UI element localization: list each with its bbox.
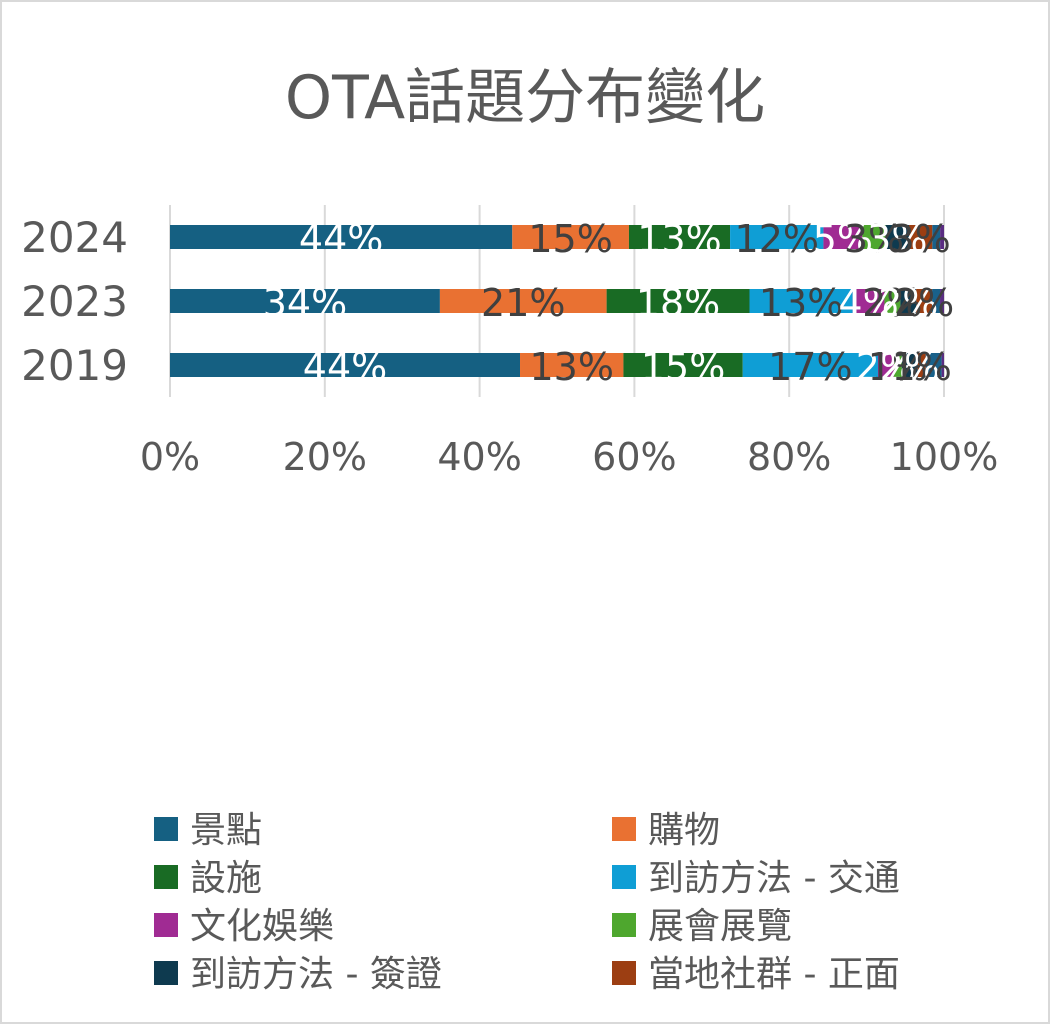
- data-label: 44%: [303, 345, 387, 389]
- bar-segment: [170, 353, 521, 377]
- legend-label: 設施: [190, 858, 262, 899]
- bar-segment: [742, 353, 878, 377]
- data-label: 3%: [867, 217, 927, 261]
- bar-segment: [439, 289, 607, 313]
- x-tick-label: 40%: [437, 435, 521, 479]
- data-label: 5%: [813, 217, 873, 261]
- bar-segment: [885, 225, 909, 249]
- bar-segment: [884, 289, 901, 313]
- legend-label: 文化娛樂: [190, 906, 334, 947]
- legend-swatch: [612, 865, 636, 889]
- legend-label: 展會展覽: [648, 906, 792, 947]
- data-label: 3%: [844, 217, 904, 261]
- bar-segment: [628, 225, 731, 249]
- bar-segment: [901, 353, 918, 377]
- bar-segment: [749, 289, 853, 313]
- category-labels: 2024 2023 2019: [21, 213, 128, 390]
- bar-segment: [916, 289, 933, 313]
- legend-label: 到訪方法 - 簽證: [190, 954, 442, 995]
- bar-segment: [852, 289, 885, 313]
- data-label: 2%: [862, 281, 922, 325]
- legend-swatch: [154, 961, 178, 985]
- data-labels: 44% 15% 13% 12%5%3%3%3%34% 21% 18% 13%4%2%2%2%…: [263, 217, 955, 389]
- legend-swatch: [154, 913, 178, 937]
- legend-swatch: [154, 817, 178, 841]
- data-label: 2%: [878, 281, 938, 325]
- x-tick-label: 20%: [283, 435, 367, 479]
- data-label: 13%: [529, 345, 613, 389]
- bar-segment: [823, 225, 863, 249]
- bars: [170, 225, 944, 377]
- bar-segment: [862, 225, 886, 249]
- bar-segment: [170, 225, 513, 249]
- data-label: 18%: [636, 281, 720, 325]
- bar-segment: [941, 353, 944, 377]
- data-label: 2%: [856, 345, 916, 389]
- bar-segment: [940, 289, 944, 313]
- legend-swatch: [154, 865, 178, 889]
- data-label: 2%: [894, 281, 954, 325]
- bar-segment: [170, 289, 440, 313]
- data-label: 17%: [768, 345, 852, 389]
- bar-segment: [925, 353, 942, 377]
- data-label: 1%: [868, 345, 928, 389]
- legend-swatch: [612, 961, 636, 985]
- x-axis-ticks: 0% 20% 40% 60% 80% 100%: [140, 435, 998, 479]
- data-label: 4%: [838, 281, 898, 325]
- data-label: 34%: [263, 281, 347, 325]
- bar-segment: [940, 225, 944, 249]
- chart-title: OTA話題分布變化: [285, 63, 765, 133]
- data-label: 2%: [880, 345, 940, 389]
- legend-label: 購物: [648, 810, 720, 851]
- category-label: 2023: [21, 277, 128, 326]
- x-tick-label: 0%: [140, 435, 200, 479]
- data-label: 1%: [892, 345, 952, 389]
- legend-label: 當地社群 - 正面: [648, 954, 900, 995]
- data-label: 3%: [891, 217, 951, 261]
- bar-segment: [606, 289, 750, 313]
- bar-segment: [900, 289, 917, 313]
- bar-segment: [623, 353, 743, 377]
- category-label: 2024: [21, 213, 128, 262]
- x-tick-label: 100%: [890, 435, 999, 479]
- data-label: 13%: [759, 281, 843, 325]
- legend-label: 到訪方法 - 交通: [648, 858, 900, 899]
- legend-swatch: [612, 913, 636, 937]
- data-label: 44%: [299, 217, 383, 261]
- bar-segment: [893, 353, 902, 377]
- bar-segment: [520, 353, 624, 377]
- bar-segment: [730, 225, 824, 249]
- bar-segment: [908, 225, 933, 249]
- data-label: 15%: [641, 345, 725, 389]
- data-label: 15%: [528, 217, 612, 261]
- category-label: 2019: [21, 341, 128, 390]
- x-tick-label: 80%: [747, 435, 831, 479]
- data-label: 13%: [637, 217, 721, 261]
- legend-label: 景點: [190, 810, 262, 851]
- data-label: 21%: [481, 281, 565, 325]
- bar-segment: [932, 225, 941, 249]
- legend-swatch: [612, 817, 636, 841]
- bar-segment: [917, 353, 926, 377]
- x-tick-label: 60%: [592, 435, 676, 479]
- bar-segment: [512, 225, 629, 249]
- data-label: 12%: [735, 217, 819, 261]
- bar-segment: [932, 289, 941, 313]
- bar-segment: [877, 353, 894, 377]
